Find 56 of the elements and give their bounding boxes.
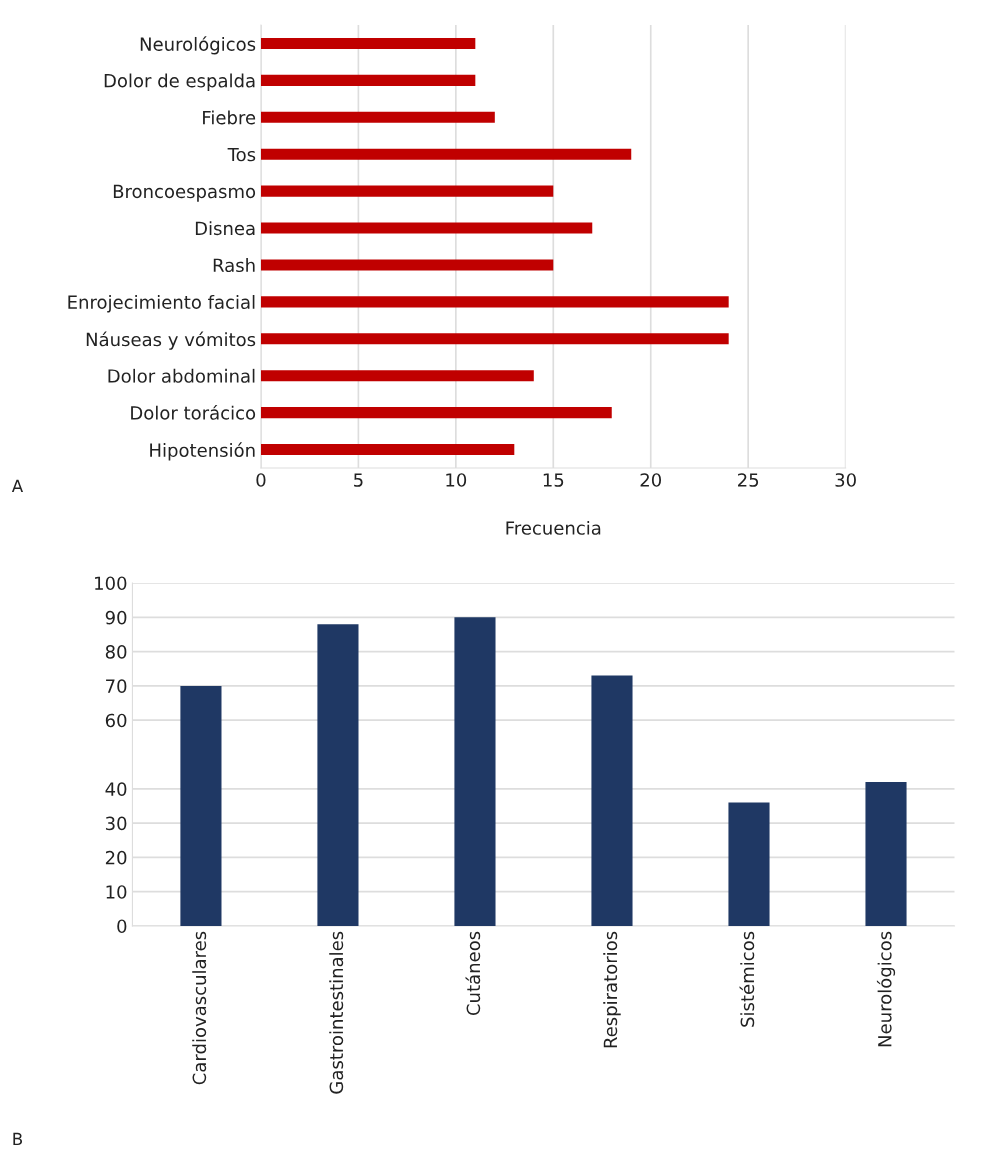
x-tick-label: Cardiovasculares [192,931,207,1085]
y-tick-label: Disnea [195,221,255,236]
y-tick-label: Enrojecimiento facial [68,295,255,313]
bar [260,111,495,123]
text: B [13,1132,23,1145]
y-tick-label: Náuseas y vómitos [86,331,256,350]
x-tick-label: Sistémicos [739,931,755,1027]
x-tick-label: 20 [640,473,662,487]
x-tick-label: Neurológicos [876,931,896,1047]
bar [260,37,476,49]
y-tick-label: Dolor abdominal [108,368,255,383]
x-tick-label: Cutáneos [465,931,481,1016]
x-tick-label: 15 [543,473,564,487]
bar [260,185,554,197]
x-tick-label: 0 [256,473,266,487]
y-tick-label: 20 [105,850,127,865]
bar [260,296,729,308]
y-tick-label: Fiebre [203,110,256,125]
y-tick-label: 30 [105,816,127,831]
y-tick-label: 40 [105,782,127,796]
bar [260,333,729,345]
bar [591,675,633,926]
y-tick-label: Tos [227,147,256,162]
y-tick-label: Broncoespasmo [113,184,256,202]
bar [865,781,907,926]
bar [260,148,632,160]
x-tick-label: Respiratorios [603,931,621,1048]
bar [260,444,515,456]
bar [260,259,554,271]
bar [260,222,593,234]
y-tick-label: 0 [117,919,127,934]
y-tick-label: Rash [213,258,255,273]
x-tick-label: 10 [446,473,467,487]
bar [180,685,222,926]
x-axis-title: Frecuencia [506,520,601,535]
bar [454,617,496,926]
y-tick-label: 90 [105,610,127,625]
y-tick-label: Hipotensión [150,442,255,461]
x-tick-label: 5 [354,473,363,487]
y-tick-label: Dolor torácico [131,405,256,420]
bar [260,370,534,382]
x-tick-label: 25 [738,473,759,487]
bar [260,407,612,419]
y-tick-label: 80 [105,645,127,659]
x-tick-label: 30 [835,473,856,487]
y-tick-label: 100 [95,576,127,591]
text: A [11,479,24,492]
bar [728,802,770,926]
bar [317,624,359,926]
y-tick-label: Dolor de espalda [104,73,255,91]
bar [260,74,476,86]
y-tick-label: Neurológicos [140,36,256,55]
y-tick-label: 60 [105,713,127,728]
y-tick-label: 70 [106,679,127,694]
y-tick-label: 10 [106,885,127,899]
x-tick-label: Gastrointestinales [329,931,344,1094]
